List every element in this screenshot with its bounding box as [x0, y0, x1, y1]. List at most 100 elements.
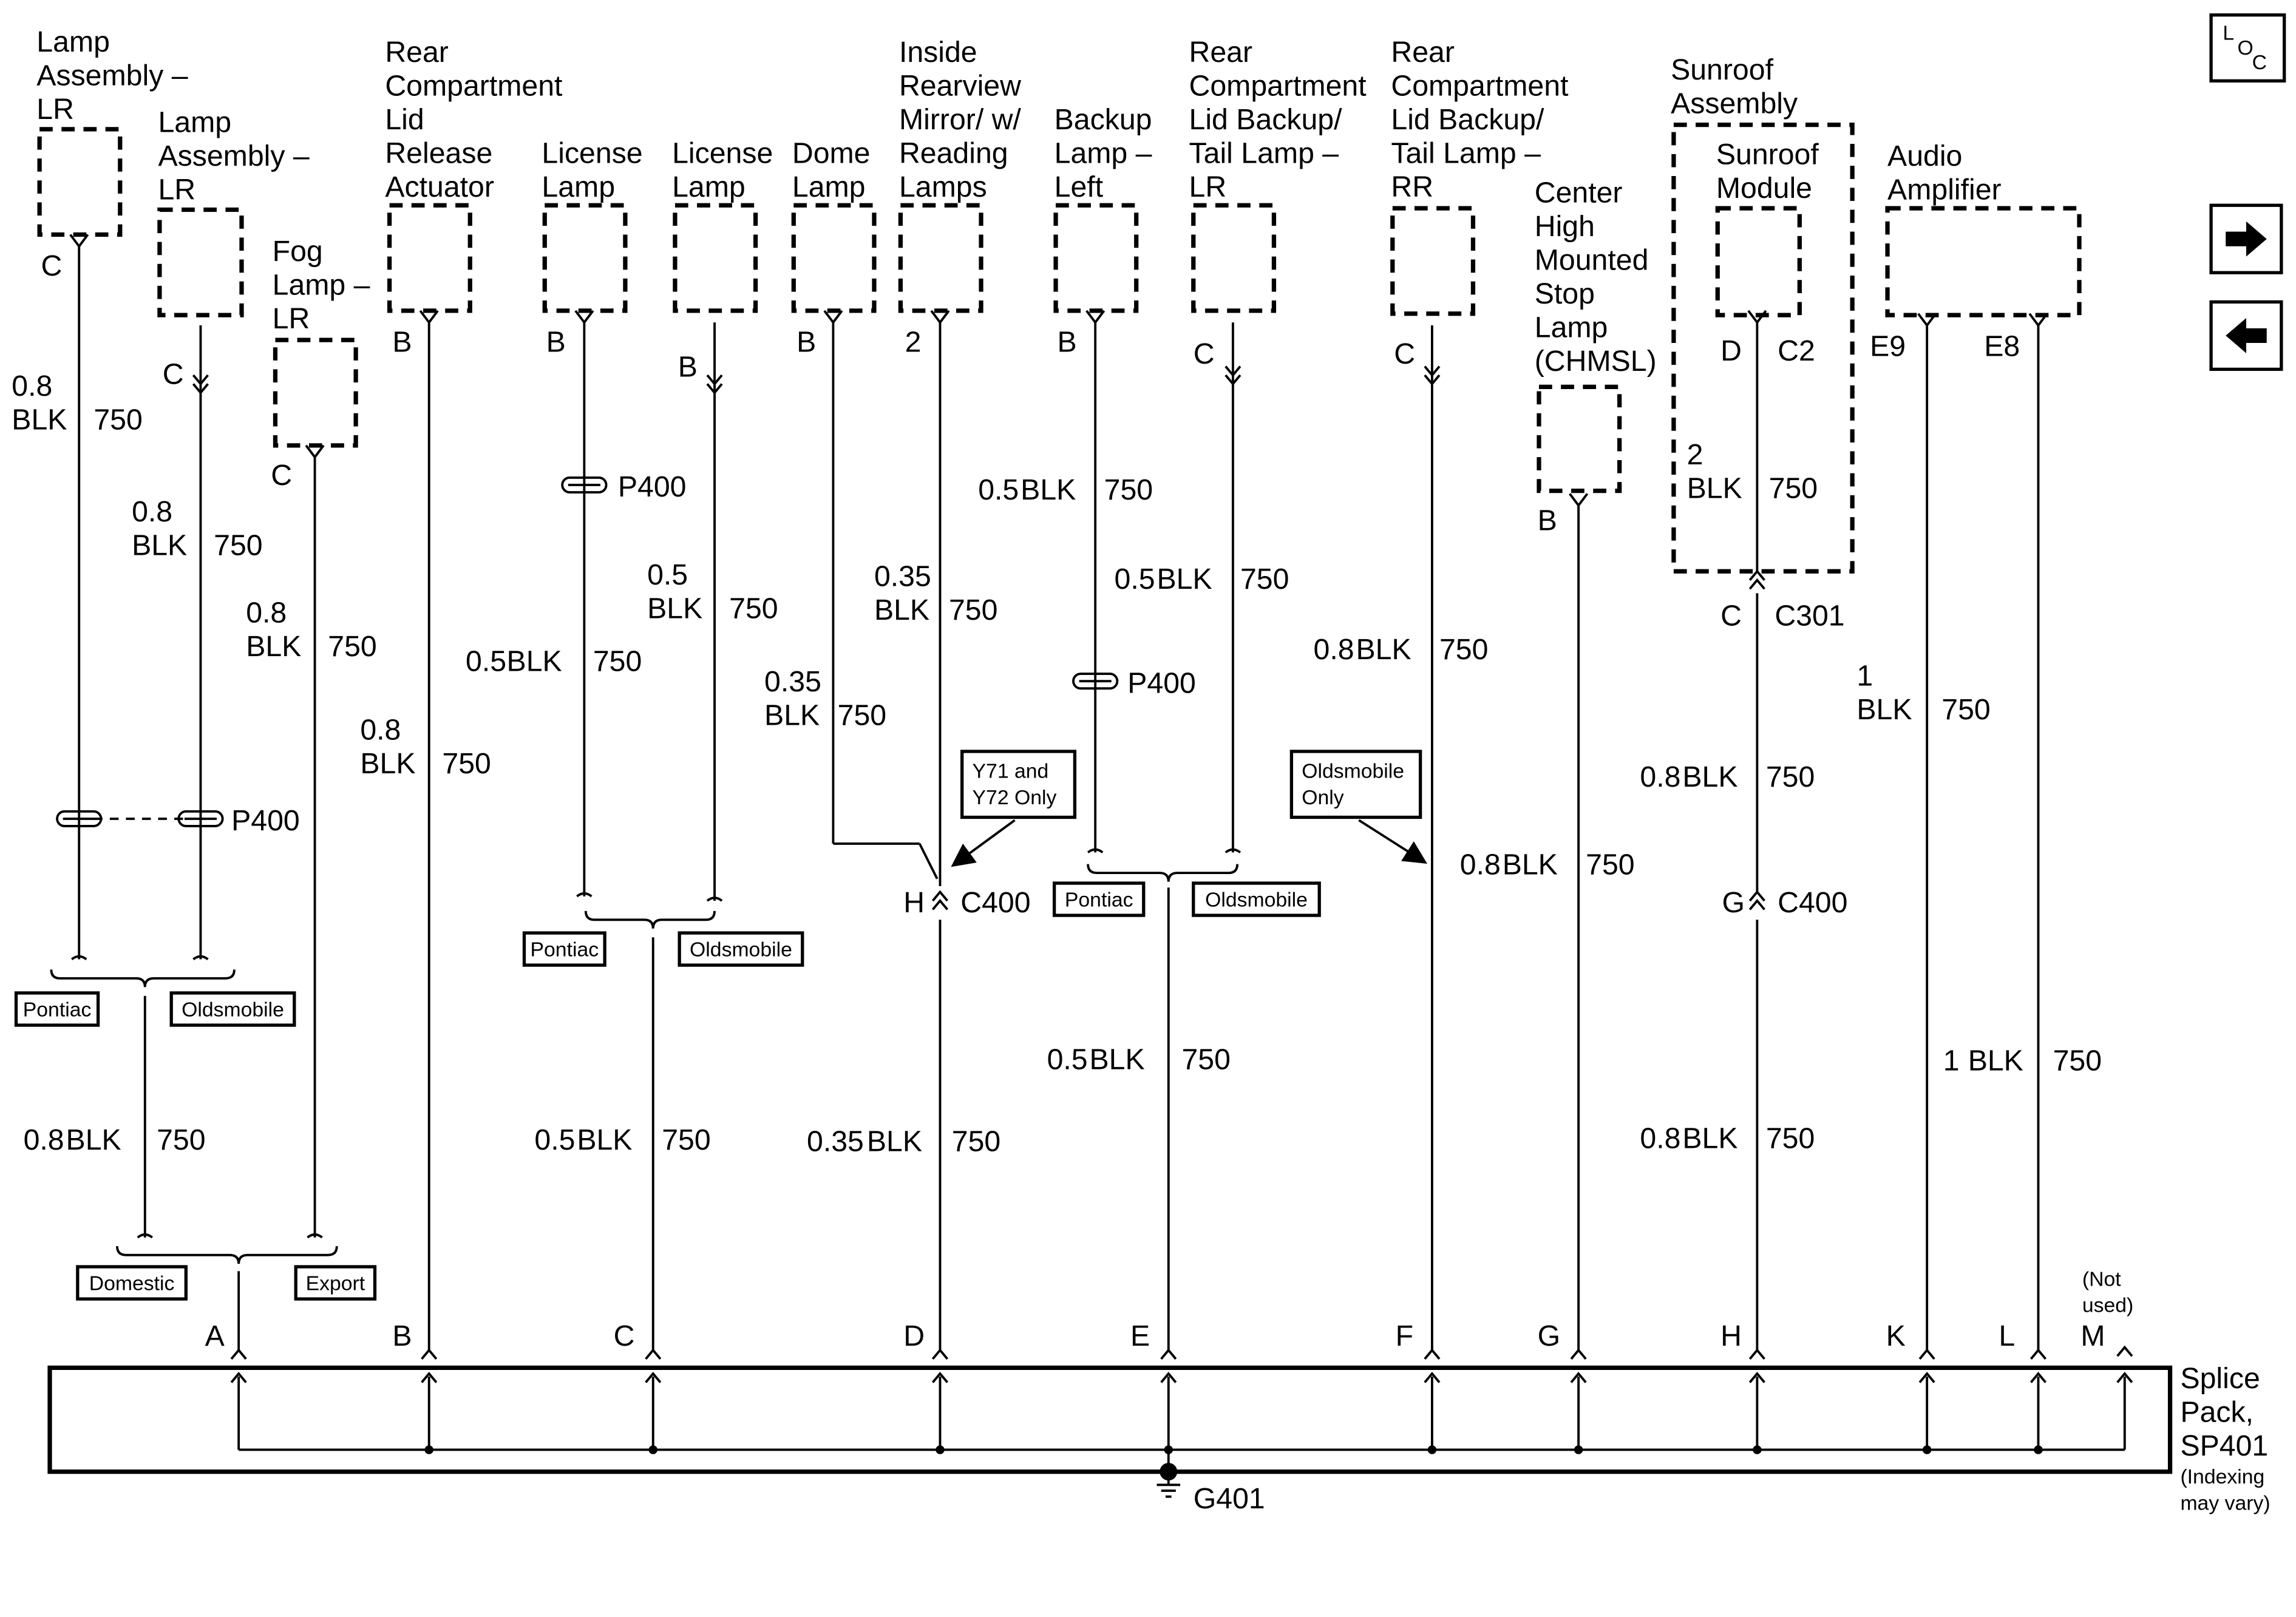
splice-pin-label: B — [392, 1320, 412, 1352]
option-label: Pontiac — [531, 938, 599, 961]
component-box — [791, 203, 877, 313]
component-label: Lamp — [672, 171, 746, 203]
wire-label: 750 — [1586, 849, 1634, 881]
splice-arrow — [1918, 1348, 1935, 1383]
splice-junction — [1753, 1445, 1762, 1454]
component-label: Lid Backup/ — [1189, 103, 1343, 136]
wire-end — [307, 1233, 323, 1239]
wire-label: 1 — [1943, 1045, 1960, 1077]
wire-label: BLK — [1090, 1043, 1145, 1076]
component-label: Rear — [1189, 36, 1253, 69]
component-box — [1885, 206, 2082, 317]
wire-label: BLK — [1687, 472, 1742, 505]
component-label: Lamp — [1535, 311, 1608, 344]
component-label: Sunroof — [1716, 138, 1819, 171]
component-label: Audio — [1887, 140, 1962, 172]
pin-label: B — [546, 325, 566, 358]
component-box — [1715, 206, 1802, 317]
component-label: Reading — [899, 137, 1008, 169]
splice-arrow — [2116, 1345, 2133, 1383]
wire-label: 0.5 — [534, 1124, 575, 1156]
wire-label: BLK — [1682, 1122, 1737, 1155]
wire-label: BLK — [507, 645, 562, 677]
option-label: Oldsmobile — [1205, 889, 1308, 912]
wire-label: 750 — [442, 747, 491, 780]
wire-end — [1224, 848, 1241, 853]
wire-label: 0.5 — [1115, 563, 1155, 595]
wire-label: BLK — [764, 699, 820, 732]
component-label: Backup — [1055, 103, 1152, 136]
splice-label: SP401 — [2180, 1429, 2268, 1462]
connector-label: P400 — [618, 470, 687, 503]
component-label: Sunroof — [1671, 53, 1773, 86]
terminal — [2028, 313, 2048, 328]
connector-label: P400 — [231, 804, 300, 837]
splice-arrow — [1424, 1348, 1441, 1383]
wire-end — [706, 897, 723, 902]
option-box — [1052, 881, 1146, 917]
loc-letter[interactable]: L — [2223, 22, 2234, 45]
component-label: Lamp — [158, 106, 231, 139]
component-label: Assembly – — [36, 59, 188, 92]
pin-label: B — [796, 325, 816, 358]
note-text: Oldsmobile — [1302, 759, 1404, 782]
connector-label: C301 — [1775, 600, 1844, 632]
loc-letter[interactable]: C — [2252, 51, 2267, 74]
pin-label: C — [163, 358, 184, 391]
splice-junction — [1574, 1445, 1583, 1454]
component-box — [273, 337, 358, 448]
wire-label: BLK — [577, 1124, 632, 1156]
connector-symbol — [1748, 569, 1765, 590]
splice-pin-label: K — [1886, 1320, 1906, 1352]
back-arrow[interactable] — [2226, 317, 2267, 353]
option-label: Pontiac — [23, 998, 92, 1022]
wire-label: 0.5 — [978, 473, 1019, 506]
option-label: Pontiac — [1065, 889, 1133, 912]
loc-button[interactable] — [2209, 13, 2286, 83]
terminal — [823, 310, 843, 325]
note-arrow — [951, 819, 1016, 867]
wire-label: 750 — [1181, 1043, 1230, 1076]
pin-label: E8 — [1984, 330, 2020, 363]
component-label: High — [1535, 210, 1595, 243]
pin-label: B — [678, 350, 698, 383]
wire-label: 0.8 — [1640, 761, 1680, 793]
terminal — [305, 444, 325, 459]
pin-label: B — [1538, 504, 1557, 537]
component-box — [542, 203, 628, 313]
pin-label: 2 — [905, 325, 922, 358]
splice-junction — [2034, 1445, 2043, 1454]
splice-label: Splice — [2180, 1362, 2260, 1395]
component-label: Compartment — [1189, 69, 1367, 102]
ground-symbol — [1156, 1480, 1181, 1498]
unused-note: used) — [2082, 1294, 2133, 1317]
connector-symbol — [561, 476, 608, 493]
wire-label: 750 — [1766, 761, 1815, 793]
component-label: Center — [1535, 176, 1623, 209]
component-label: Left — [1055, 171, 1104, 203]
option-box — [76, 1265, 188, 1301]
pin-label: C — [1394, 337, 1415, 370]
pin-label: C — [41, 249, 63, 282]
splice-note: may vary) — [2180, 1491, 2270, 1514]
loc-letter[interactable]: O — [2238, 36, 2254, 59]
note-box — [1289, 750, 1422, 819]
splice-junction — [936, 1445, 945, 1454]
component-label: Assembly — [1671, 87, 1798, 120]
option-box — [169, 991, 296, 1027]
option-brace — [584, 910, 716, 929]
terminal — [419, 310, 439, 325]
component-label: Fog — [273, 235, 323, 268]
note-text: Y72 Only — [973, 786, 1057, 809]
splice-arrow — [1570, 1348, 1587, 1383]
component-label: Rear — [1391, 36, 1455, 69]
connector-label: P400 — [1127, 666, 1196, 699]
wire-end — [70, 955, 87, 960]
wire-label: 750 — [593, 645, 642, 677]
component-label: Actuator — [385, 171, 494, 203]
terminal — [1917, 313, 1937, 328]
component-label: Module — [1716, 172, 1812, 205]
wire-label: 0.8 — [1314, 633, 1354, 666]
splice-arrow — [931, 1348, 949, 1383]
